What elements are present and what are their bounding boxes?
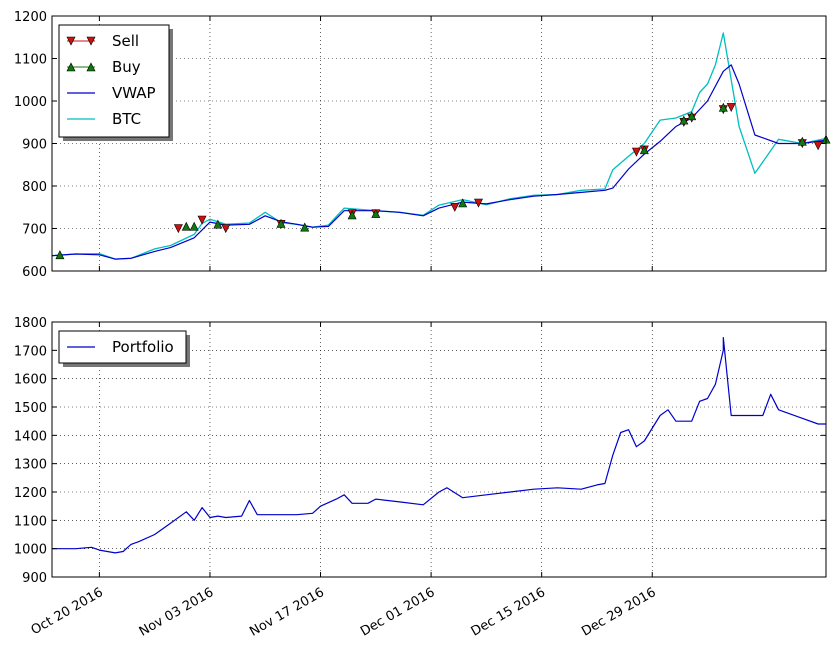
legend-item-sell: Sell <box>66 32 139 50</box>
y-tick-label: 1000 <box>14 95 47 110</box>
y-tick-label: 1800 <box>14 316 47 331</box>
legend-sell-marker-left-icon <box>66 36 76 46</box>
y-tick-label: 1100 <box>14 514 47 529</box>
legend-item-portfolio: Portfolio <box>67 338 174 356</box>
sell-marker <box>631 147 641 157</box>
top-grid <box>52 16 826 271</box>
legend-label-portfolio: Portfolio <box>112 338 174 356</box>
vwap-line <box>51 64 827 260</box>
buy-marker <box>181 221 191 231</box>
buy-marker <box>189 221 199 231</box>
buy-marker <box>276 218 286 228</box>
buy-marker <box>55 250 65 260</box>
legend-label-buy: Buy <box>112 58 141 76</box>
buy-marker <box>679 115 689 125</box>
buy-marker <box>458 198 468 208</box>
y-tick-label: 1000 <box>14 543 47 558</box>
y-tick-label: 1600 <box>14 373 47 388</box>
bottom-legend: Portfolio <box>58 330 190 367</box>
sell-marker <box>221 224 231 234</box>
top-legend-box <box>58 24 170 138</box>
sell-marker <box>474 198 483 208</box>
legend-item-buy: Buy <box>66 58 141 76</box>
top-trade-markers <box>55 102 831 260</box>
y-tick-label: 900 <box>22 138 47 153</box>
y-tick-label: 1700 <box>14 344 47 359</box>
bottom-plot-frame <box>51 321 827 578</box>
legend-label-sell: Sell <box>112 32 139 50</box>
bottom-series-lines <box>52 337 826 554</box>
sell-marker <box>813 141 823 151</box>
sell-marker <box>726 103 736 113</box>
legend-label-vwap: VWAP <box>112 84 156 102</box>
legend-item-btc: BTC <box>67 110 141 128</box>
legend-buy-marker-left-icon <box>66 62 76 72</box>
y-tick-label: 700 <box>22 223 47 238</box>
portfolio-line <box>52 337 826 554</box>
y-tick-label: 1500 <box>14 401 47 416</box>
y-tick-label: 900 <box>22 571 47 586</box>
y-tick-label: 1300 <box>14 458 47 473</box>
buy-marker <box>687 111 697 121</box>
buy-marker <box>797 136 807 146</box>
legend-buy-marker-right-icon <box>86 62 96 72</box>
top-legend: Sell Buy VWAP BTC <box>58 24 173 141</box>
y-tick-label: 800 <box>22 180 47 195</box>
bottom-y-ticks: 900 1000 1100 1200 1300 1400 1500 1600 1700 1800 <box>14 316 826 586</box>
btc-line <box>51 32 827 260</box>
y-tick-label: 1400 <box>14 429 47 444</box>
top-price-chart: 600 700 800 900 1000 1100 1200 Sell Buy VWAP <box>14 10 831 280</box>
buy-marker <box>213 219 223 229</box>
sell-marker <box>197 215 207 225</box>
buy-marker <box>639 145 649 155</box>
top-y-ticks: 600 700 800 900 1000 1100 1200 <box>14 10 826 280</box>
buy-marker <box>347 210 357 220</box>
buy-marker <box>718 102 728 112</box>
y-tick-label: 600 <box>22 265 47 280</box>
legend-sell-marker-right-icon <box>86 36 96 46</box>
top-x-ticks <box>98 16 653 271</box>
buy-marker <box>300 222 310 232</box>
legend-item-vwap: VWAP <box>67 84 156 102</box>
sell-marker <box>450 202 460 212</box>
y-tick-label: 1100 <box>14 53 47 68</box>
legend-label-btc: BTC <box>112 110 141 128</box>
y-tick-label: 1200 <box>14 486 47 501</box>
top-series-lines <box>51 32 827 260</box>
y-tick-label: 1200 <box>14 10 47 25</box>
buy-marker <box>371 208 381 218</box>
sell-marker <box>173 224 183 234</box>
